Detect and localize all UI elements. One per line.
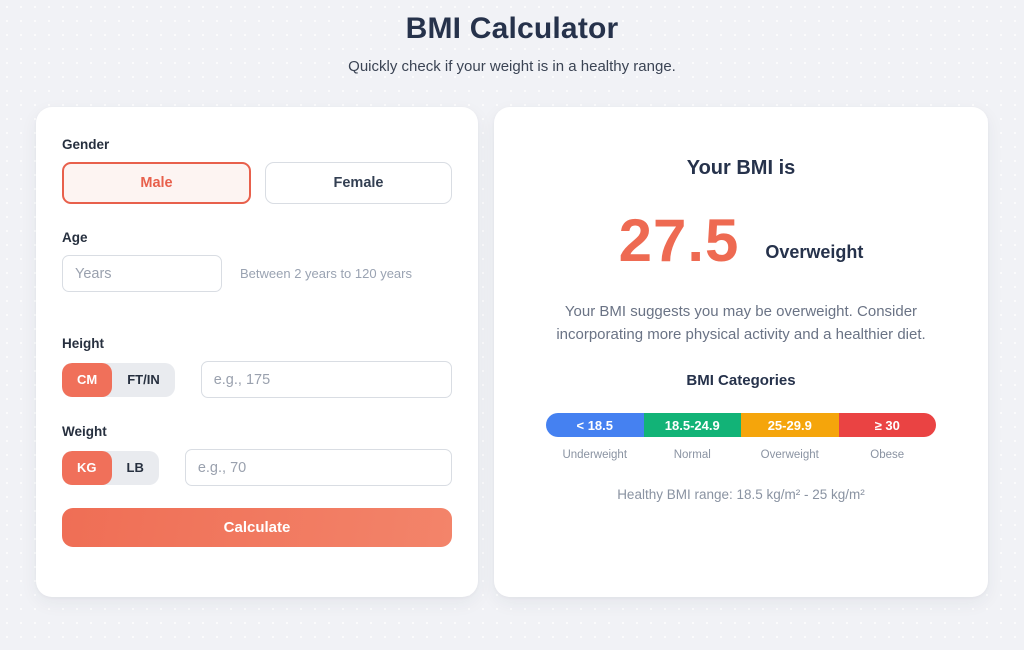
weight-unit-lb-button[interactable]: LB: [112, 451, 159, 485]
bmi-result-row: 27.5 Overweight: [546, 207, 936, 274]
page-subtitle: Quickly check if your weight is in a hea…: [348, 58, 676, 75]
height-label: Height: [62, 336, 104, 351]
bmi-categories-bar: < 18.5 18.5-24.9 25-29.9 ≥ 30: [546, 413, 936, 437]
bmi-result-card: Your BMI is 27.5 Overweight Your BMI sug…: [494, 107, 988, 597]
gender-label: Gender: [62, 137, 110, 152]
category-segment-overweight: 25-29.9: [741, 413, 839, 437]
bmi-form-card: Gender Male Female Age Between 2 years t…: [36, 107, 478, 597]
result-title: Your BMI is: [686, 157, 796, 179]
weight-unit-kg-button[interactable]: KG: [62, 450, 112, 485]
bmi-categories-title: BMI Categories: [686, 372, 796, 389]
age-label: Age: [62, 230, 88, 245]
weight-input[interactable]: [184, 449, 452, 486]
height-unit-cm-button[interactable]: CM: [62, 362, 113, 397]
weight-unit-toggle: KG LB: [62, 450, 159, 485]
category-segment-normal: 18.5-24.9: [643, 413, 741, 437]
page-title: BMI Calculator: [405, 12, 619, 45]
weight-row: KG LB: [62, 449, 452, 486]
height-row: CM FT/IN: [62, 361, 452, 398]
category-label-normal: Normal: [673, 449, 711, 461]
age-row: Between 2 years to 120 years: [62, 255, 452, 292]
main-content: Gender Male Female Age Between 2 years t…: [36, 107, 988, 597]
healthy-range-note: Healthy BMI range: 18.5 kg/m² - 25 kg/m²: [617, 487, 865, 502]
height-unit-ftin-button[interactable]: FT/IN: [112, 363, 175, 397]
category-label-obese: Obese: [870, 449, 905, 461]
category-segment-underweight: < 18.5: [546, 413, 644, 437]
bmi-advice-message: Your BMI suggests you may be overweight.…: [556, 303, 926, 343]
gender-toggle-group: Male Female: [62, 162, 452, 204]
page-header: BMI Calculator Quickly check if your wei…: [0, 0, 1024, 75]
gender-male-button[interactable]: Male: [62, 162, 251, 204]
category-label-underweight: Underweight: [562, 449, 628, 461]
height-input[interactable]: [200, 361, 452, 398]
age-hint: Between 2 years to 120 years: [240, 266, 412, 281]
gender-female-button[interactable]: Female: [265, 162, 452, 204]
age-input[interactable]: [62, 255, 222, 292]
height-unit-toggle: CM FT/IN: [62, 362, 175, 397]
bmi-category-badge: Overweight: [765, 242, 864, 262]
category-segment-obese: ≥ 30: [838, 413, 936, 437]
weight-label: Weight: [62, 424, 107, 439]
bmi-value: 27.5: [618, 207, 740, 274]
bmi-categories-labels: Underweight Normal Overweight Obese: [546, 449, 936, 461]
category-label-overweight: Overweight: [760, 449, 819, 461]
calculate-button[interactable]: Calculate: [62, 508, 452, 547]
